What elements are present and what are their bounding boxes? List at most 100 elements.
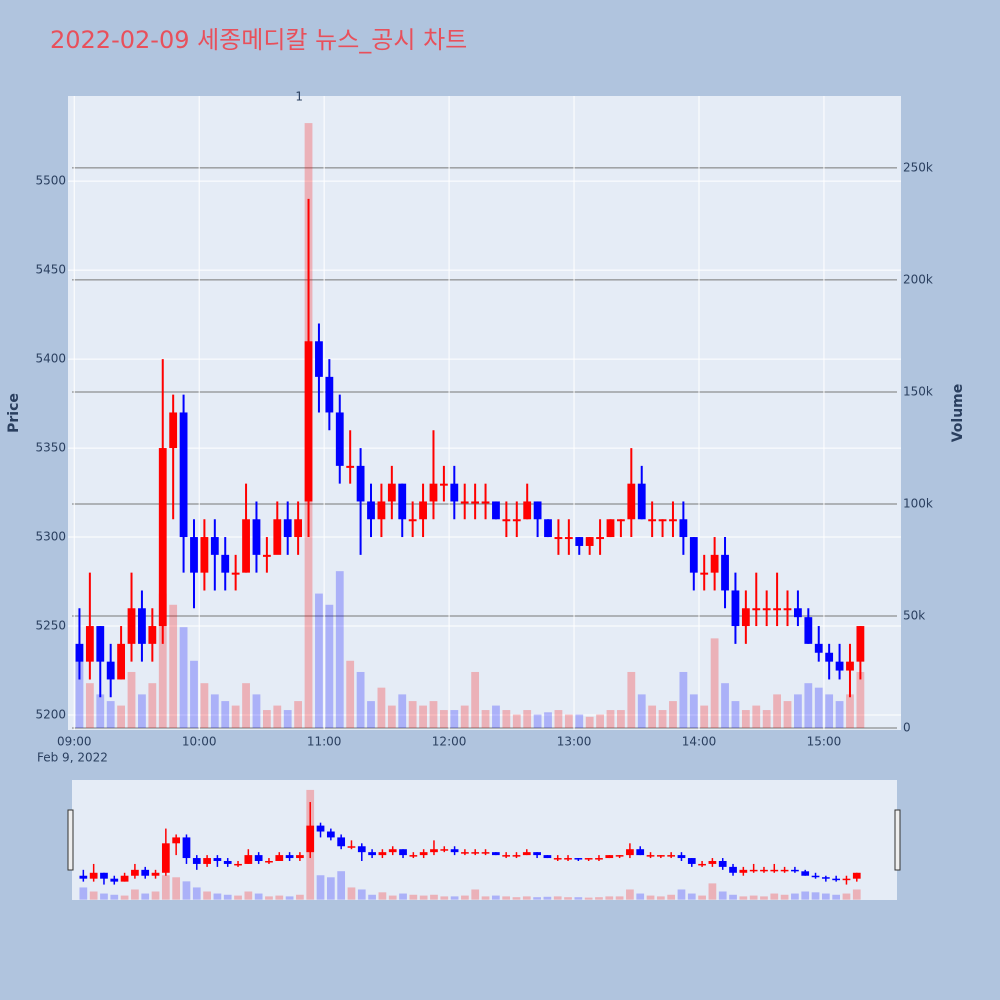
candle-body	[627, 483, 636, 520]
slider-candle-body	[749, 869, 758, 872]
volume-bar	[106, 701, 115, 728]
slider-candle-body	[337, 837, 346, 847]
volume-bar	[689, 694, 698, 728]
volume-bar	[658, 710, 667, 728]
slider-volume-bar	[161, 875, 170, 900]
slider-candle-body	[574, 858, 583, 860]
volume-bar	[679, 671, 688, 728]
volume-bar	[387, 705, 396, 728]
slider-candle-body	[852, 872, 861, 879]
volume-bar	[814, 687, 823, 728]
volume-bar	[700, 705, 709, 728]
slider-volume-bar	[172, 877, 181, 900]
slider-candle-body	[605, 855, 614, 859]
candle-body	[721, 554, 729, 591]
slider-volume-bar	[708, 883, 717, 900]
slider-volume-bar	[419, 895, 428, 900]
annotation: 1	[295, 90, 303, 104]
slider-handle[interactable]	[894, 809, 901, 871]
slider-candle-body	[316, 825, 325, 832]
candle-body	[335, 412, 344, 466]
volume-bar	[616, 710, 625, 728]
candle-body	[231, 572, 240, 575]
candle-body	[585, 537, 594, 546]
slider-candle-body	[306, 825, 315, 853]
volume-bar	[210, 694, 219, 728]
slider-volume-bar	[203, 891, 211, 900]
slider-volume-bar	[399, 893, 407, 900]
slider-volume-bar	[151, 891, 160, 900]
candle-body	[117, 643, 126, 680]
slider-volume-bar	[512, 897, 521, 900]
candle-body	[471, 501, 480, 504]
y2-axis-title: Volume	[950, 384, 966, 443]
candle-body	[75, 643, 84, 662]
volume-bar	[273, 705, 282, 728]
slider-volume-bar	[760, 896, 768, 900]
slider-candle-body	[368, 852, 376, 856]
slider-candle-body	[275, 855, 284, 861]
volume-bar	[512, 714, 521, 728]
slider-volume-bar	[615, 896, 624, 900]
candle-body	[794, 608, 802, 618]
slider-candle-body	[182, 837, 191, 859]
slider-candle-body	[491, 852, 500, 856]
slider-handle[interactable]	[67, 809, 74, 871]
slider-volume-bar	[842, 893, 851, 900]
volume-bar	[752, 705, 761, 728]
volume-bar	[523, 710, 532, 728]
slider-volume-bar	[337, 871, 346, 900]
candle-body	[294, 519, 303, 538]
volume-bar	[96, 694, 105, 728]
slider-candle-body	[481, 852, 490, 854]
slider-candle-body	[471, 852, 480, 854]
slider-candle-body	[646, 855, 655, 857]
slider-volume-bar	[79, 887, 88, 900]
slider-candle-body	[760, 869, 768, 872]
volume-bar	[669, 701, 677, 728]
candle-body	[648, 519, 657, 522]
slider-candle-body	[430, 849, 438, 853]
slider-volume-bar	[471, 889, 480, 900]
volume-bar	[481, 710, 490, 728]
slider-volume-bar	[110, 894, 119, 900]
slider-volume-bar	[275, 895, 284, 900]
slider-volume-bar	[131, 889, 139, 900]
volume-bar	[179, 627, 188, 728]
slider-volume-bar	[450, 896, 459, 900]
volume-bar	[117, 705, 126, 728]
candle-body	[242, 519, 250, 573]
range-slider[interactable]	[72, 780, 897, 900]
slider-candle-body	[378, 852, 387, 856]
candle-body	[419, 501, 427, 520]
x-tick-label: 09:00	[57, 735, 92, 749]
slider-volume-bar	[141, 893, 150, 900]
slider-volume-bar	[316, 875, 325, 900]
slider-candle-body	[739, 869, 748, 873]
volume-bar	[637, 694, 646, 728]
volume-bar	[85, 683, 94, 728]
volume-bar	[596, 714, 604, 728]
slider-volume-bar	[89, 891, 98, 900]
candle-body	[460, 501, 469, 504]
volume-bar	[741, 710, 750, 728]
candle-body	[148, 626, 157, 644]
candle-body	[575, 537, 584, 546]
volume-bar	[408, 701, 417, 728]
slider-candle-body	[595, 858, 603, 860]
slider-candle-body	[120, 875, 129, 882]
slider-volume-bar	[461, 895, 469, 900]
candle-body	[304, 341, 313, 502]
y-tick-label: 5500	[35, 174, 66, 188]
y-tick-label: 5350	[35, 441, 66, 455]
slider-candle-body	[564, 858, 572, 860]
volume-bar	[367, 701, 375, 728]
volume-bar	[783, 701, 792, 728]
candle-body	[825, 652, 834, 662]
candle-body	[492, 501, 500, 520]
volume-bar	[762, 710, 771, 728]
slider-volume-bar	[378, 892, 387, 900]
slider-volume-bar	[533, 897, 541, 900]
volume-bar	[262, 710, 271, 728]
y-tick-label: 5200	[35, 708, 66, 722]
